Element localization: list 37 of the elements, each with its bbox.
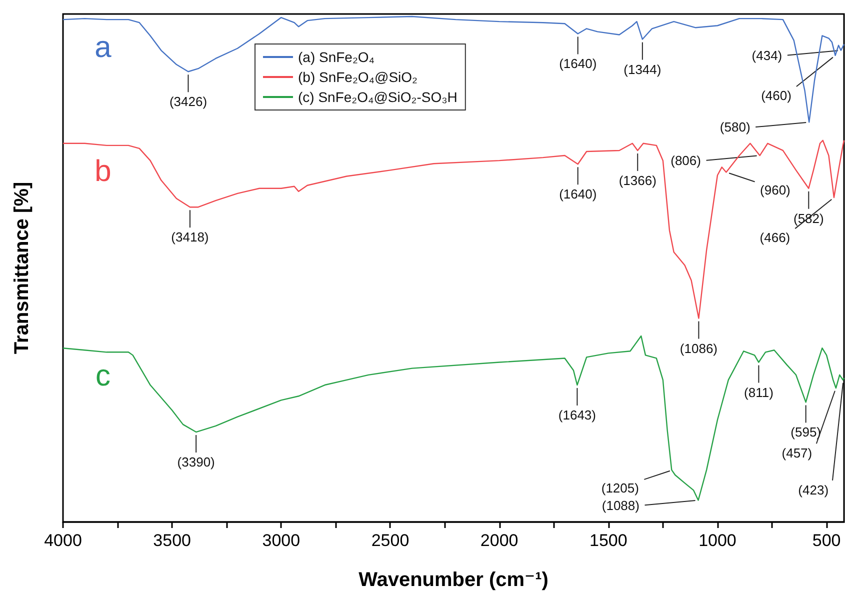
annotation: (3418): [171, 230, 209, 245]
annotation: a: [94, 31, 112, 64]
x-tick-label: 1500: [589, 531, 628, 550]
annotation: (3426): [169, 94, 208, 110]
annotation: (1640): [559, 56, 597, 72]
legend-label: (a) SnFe₂O₄: [298, 49, 375, 65]
annotation: (1088): [602, 498, 640, 513]
x-tick-label: 2000: [480, 531, 518, 550]
annotation: (1643): [558, 408, 596, 423]
annotation: (3390): [177, 454, 215, 470]
annotation: (466): [760, 230, 790, 245]
x-tick-label: 3500: [153, 531, 191, 550]
annotation: (811): [744, 384, 774, 400]
annotation: (595): [790, 424, 821, 440]
annotation: (457): [782, 446, 812, 461]
annotation: (423): [798, 482, 829, 498]
annotation: (1086): [680, 340, 718, 356]
x-tick-label: 4000: [44, 531, 82, 550]
y-axis-title: Transmittance [%]: [11, 182, 33, 354]
annotation: (1344): [624, 62, 662, 77]
x-tick-label: 2500: [371, 531, 410, 550]
annotation: (1366): [618, 172, 656, 188]
annotation: c: [96, 360, 110, 393]
x-tick-label: 1000: [698, 531, 736, 550]
legend-label: (c) SnFe₂O₄@SiO₂-SO₃H: [298, 89, 458, 105]
x-axis-title: Wavenumber (cm⁻¹): [358, 569, 548, 591]
annotation: (434): [752, 48, 782, 63]
annotation: (806): [670, 153, 701, 168]
x-tick-label: 3000: [262, 531, 300, 550]
annotation: b: [94, 154, 112, 188]
x-tick-label: 500: [812, 531, 841, 550]
annotation: (580): [720, 120, 750, 135]
legend-label: (b) SnFe₂O₄@SiO₂: [298, 69, 418, 85]
annotation: (1205): [601, 480, 639, 496]
annotation: (960): [760, 182, 790, 198]
annotation: (1640): [559, 186, 597, 202]
annotation: (460): [761, 88, 792, 103]
